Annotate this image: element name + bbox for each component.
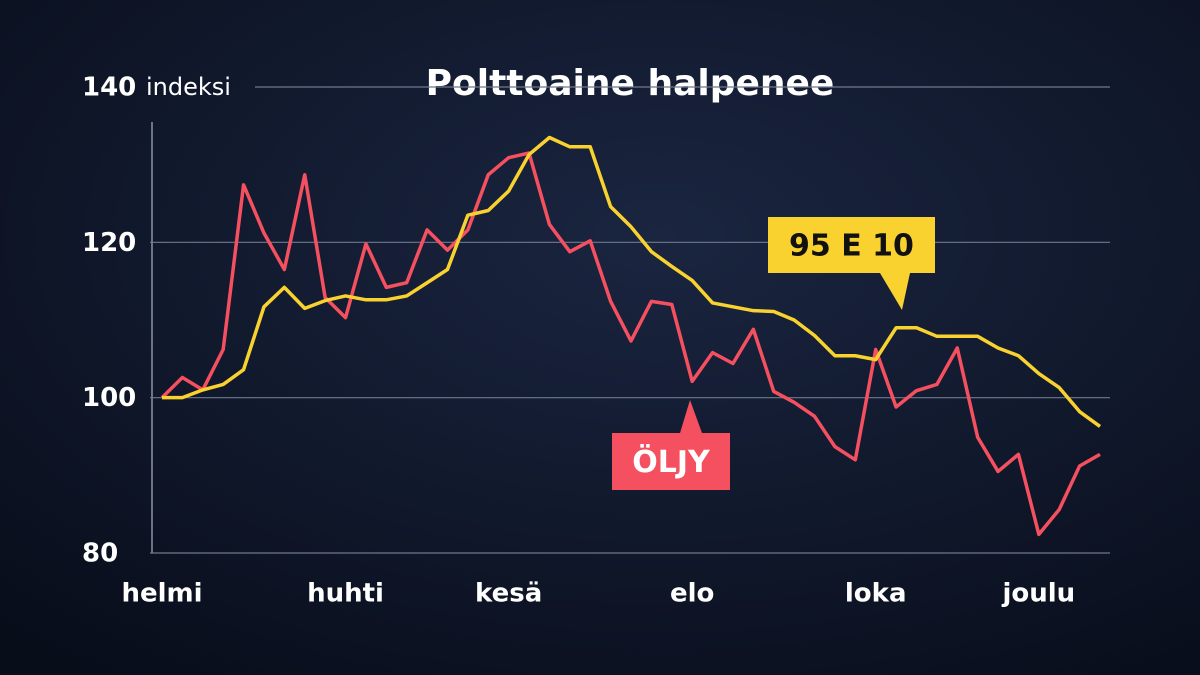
line-series [162, 135, 1102, 428]
y-tick-label: 80 [82, 539, 118, 569]
x-tick-label: kesä [475, 579, 542, 609]
legend-box [768, 217, 935, 273]
x-tick-label: huhti [307, 579, 384, 609]
y-tick-label: 100 [82, 383, 136, 413]
x-tick-label: elo [670, 579, 714, 609]
chart-title: Polttoaine halpenee [426, 63, 835, 104]
x-tick-label: joulu [1001, 579, 1075, 609]
legend-pointer [880, 273, 910, 310]
x-tick-label: loka [845, 579, 907, 609]
y-tick-label: 140 [82, 73, 136, 103]
legend-box [612, 433, 730, 490]
y-axis-label: indeksi [146, 73, 231, 101]
legend-pointer [680, 400, 702, 433]
line-series [160, 151, 1101, 537]
legend-label: ÖLJY [632, 443, 711, 480]
legend-label: 95 E 10 [789, 229, 914, 264]
y-tick-label: 120 [82, 228, 136, 258]
x-tick-label: helmi [121, 579, 202, 609]
